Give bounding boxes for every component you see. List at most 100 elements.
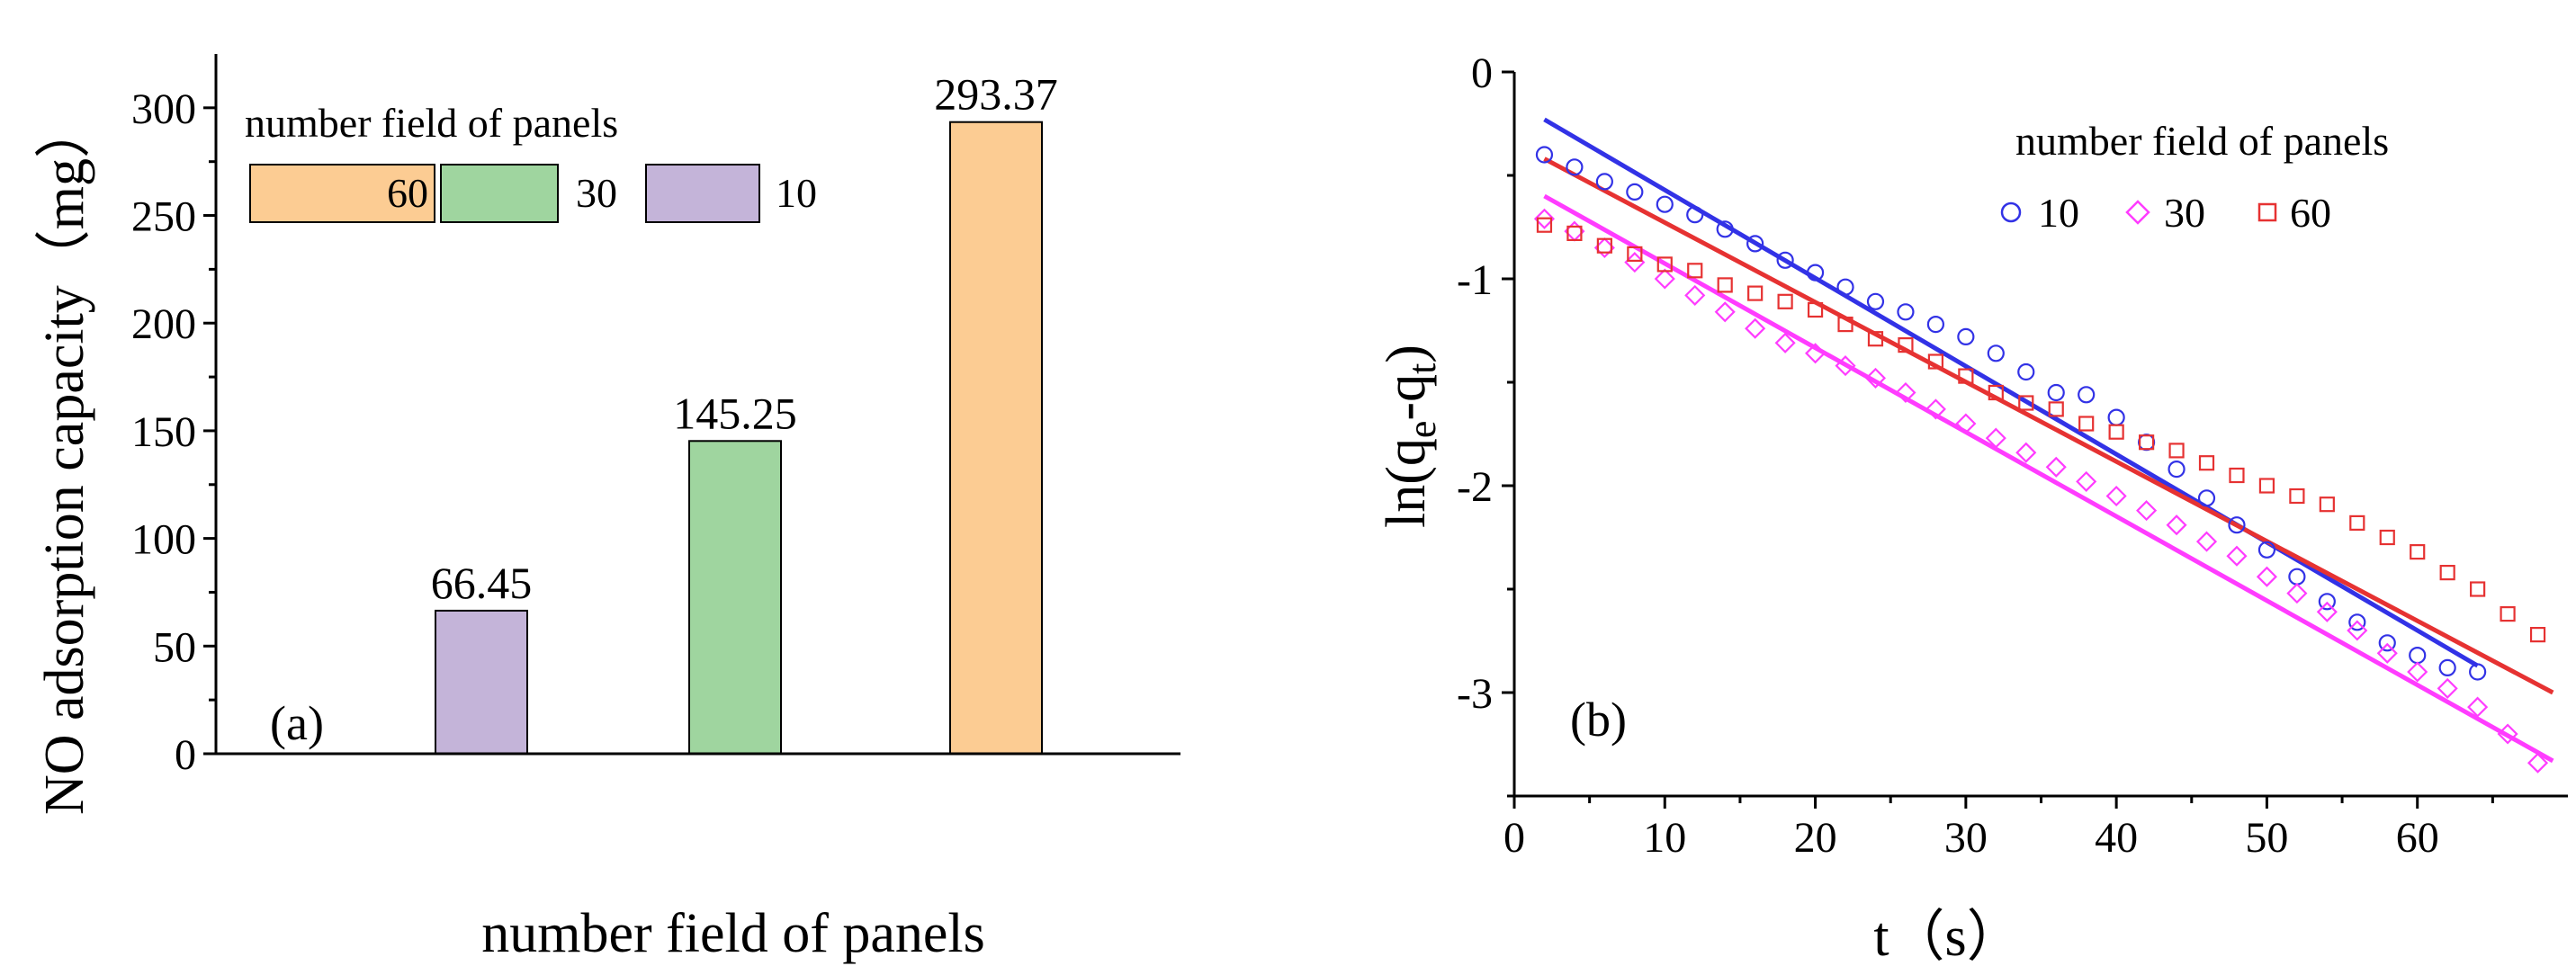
kinetics-legend: number field of panels 10 30 60 <box>2000 118 2389 236</box>
point-10 <box>1926 316 1944 334</box>
bar-60 <box>949 121 1043 755</box>
point-10 <box>1746 235 1764 253</box>
point-10 <box>2257 541 2276 559</box>
point-60 <box>2319 496 2335 513</box>
point-10 <box>1897 303 1915 321</box>
x-tick-label: 60 <box>2396 814 2439 862</box>
point-10 <box>2469 663 2487 681</box>
point-30 <box>1985 427 2006 449</box>
point-30 <box>1925 398 1946 420</box>
bar-chart-y-ticks: 0 50 100 150 200 250 300 <box>131 85 216 779</box>
point-30 <box>2497 723 2518 745</box>
point-30 <box>2226 545 2248 567</box>
legend-marker-30 <box>2125 200 2150 225</box>
point-10 <box>2348 613 2366 631</box>
point-60 <box>2379 529 2395 546</box>
point-60 <box>2410 543 2426 560</box>
point-30 <box>1955 413 1977 434</box>
point-60 <box>1837 317 1853 333</box>
point-60 <box>2018 395 2034 411</box>
scatter-points <box>1533 146 2549 774</box>
point-10 <box>1866 292 1885 310</box>
y-tick-label: 50 <box>153 623 196 671</box>
point-30 <box>2437 677 2458 699</box>
point-10 <box>2288 568 2306 586</box>
point-60 <box>1596 237 1612 254</box>
point-60 <box>1958 368 1974 384</box>
point-60 <box>1867 331 1884 347</box>
bar-chart-panel: 0 50 100 150 200 250 300 66.45 145.25 293.37 NO … <box>34 54 1180 964</box>
point-30 <box>1533 208 1556 229</box>
legend-label-60: 60 <box>2290 190 2331 236</box>
kinetics-y-ticks: 0 -1 -2 -3 <box>1457 49 1514 798</box>
x-tick-label: 20 <box>1794 814 1837 862</box>
bar-value-label-10: 66.45 <box>431 558 533 608</box>
kinetics-chart-panel: 0 10 20 30 40 50 60 0 -1 -2 -3 ln(qe-qt) t（s） (b)… <box>1376 49 2568 968</box>
point-60 <box>2349 514 2365 532</box>
legend-label-30: 30 <box>2164 190 2205 236</box>
point-60 <box>1777 293 1793 309</box>
point-60 <box>1566 225 1583 241</box>
fit-line-10 <box>1543 117 2479 668</box>
kinetics-y-axis-label: ln(qe-qt) <box>1376 344 1444 528</box>
point-30 <box>1684 284 1706 306</box>
point-60 <box>2108 424 2124 440</box>
point-10 <box>1836 278 1854 296</box>
point-60 <box>1717 277 1733 293</box>
point-30 <box>2256 566 2277 587</box>
point-10 <box>1656 195 1674 213</box>
point-10 <box>2318 593 2336 611</box>
point-30 <box>1805 343 1827 364</box>
y-tick-label: 0 <box>1471 49 1493 97</box>
legend-label-10: 10 <box>2038 190 2079 236</box>
bar-legend-title: number field of panels <box>245 100 618 146</box>
point-10 <box>1566 158 1584 176</box>
point-30 <box>2286 583 2308 604</box>
bar-chart-axes <box>214 54 1180 756</box>
y-tick-label: 250 <box>131 193 196 241</box>
point-10 <box>2078 386 2096 404</box>
point-30 <box>1654 268 1675 290</box>
point-60 <box>2078 416 2095 432</box>
bar-chart-y-axis-label: NO adsorption capacity（mg） <box>34 103 95 815</box>
point-30 <box>2166 514 2187 536</box>
point-10 <box>2197 489 2216 507</box>
point-30 <box>2045 456 2067 478</box>
point-60 <box>1656 256 1673 273</box>
bar-group <box>435 121 1043 755</box>
y-tick-label: 150 <box>131 408 196 456</box>
point-10 <box>2047 383 2065 402</box>
x-tick-label: 50 <box>2245 814 2288 862</box>
point-10 <box>2107 408 2125 426</box>
kinetics-chart-axes <box>1512 72 2568 798</box>
x-tick-label: 30 <box>1944 814 1988 862</box>
point-60 <box>2048 401 2064 417</box>
point-30 <box>2076 470 2097 492</box>
x-tick-label: 0 <box>1503 814 1525 862</box>
point-60 <box>1627 246 1643 262</box>
point-10 <box>1595 173 1613 191</box>
point-30 <box>2105 485 2127 507</box>
point-30 <box>2467 696 2489 718</box>
point-10 <box>1806 264 1825 282</box>
point-30 <box>2407 661 2428 683</box>
point-10 <box>2138 434 2156 452</box>
bar-chart-panel-tag: (a) <box>270 696 324 750</box>
y-tick-label: 0 <box>175 731 196 779</box>
point-10 <box>2168 460 2186 479</box>
legend-marker-10 <box>2000 201 2022 223</box>
point-30 <box>1864 367 1887 389</box>
point-10 <box>1957 327 1975 345</box>
point-10 <box>2017 362 2035 381</box>
point-60 <box>1747 285 1764 301</box>
point-10 <box>1686 206 1704 224</box>
point-60 <box>2289 488 2305 505</box>
fit-line-30 <box>1543 193 2554 764</box>
point-60 <box>2229 467 2245 484</box>
point-10 <box>1716 220 1734 238</box>
kinetics-panel-tag: (b) <box>1570 693 1627 747</box>
y-tick-label: 300 <box>131 85 196 133</box>
point-30 <box>2136 500 2158 522</box>
x-tick-label: 10 <box>1643 814 1686 862</box>
fit-lines <box>1543 117 2554 764</box>
